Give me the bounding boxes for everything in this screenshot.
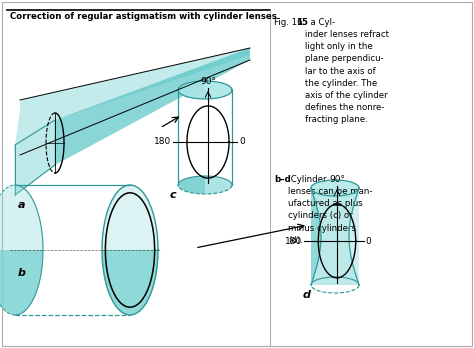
- Text: 180: 180: [154, 137, 171, 147]
- Text: Correction of regular astigmatism with cylinder lenses.: Correction of regular astigmatism with c…: [10, 12, 280, 21]
- Polygon shape: [311, 188, 359, 285]
- Text: Fig. 16.: Fig. 16.: [274, 18, 305, 27]
- Polygon shape: [349, 188, 359, 285]
- Polygon shape: [0, 250, 158, 315]
- Text: b: b: [18, 268, 26, 278]
- Text: 0: 0: [239, 137, 245, 147]
- Text: 90°: 90°: [329, 175, 345, 184]
- Text: 180: 180: [285, 237, 302, 245]
- Polygon shape: [15, 120, 55, 195]
- Text: c: c: [170, 190, 177, 200]
- Text: a: a: [18, 200, 26, 210]
- Polygon shape: [311, 180, 359, 196]
- Polygon shape: [178, 81, 232, 99]
- Text: 0: 0: [366, 237, 372, 245]
- Text: 90°: 90°: [200, 77, 216, 86]
- Text: b–d: b–d: [274, 175, 291, 184]
- Polygon shape: [0, 185, 43, 315]
- Text: d: d: [303, 290, 311, 300]
- Polygon shape: [0, 250, 158, 315]
- Polygon shape: [15, 48, 250, 145]
- Polygon shape: [178, 81, 205, 194]
- Text: Cylinder
lenses can be man-
ufactured as plus
cylinders (c) or
minus cylinders
(: Cylinder lenses can be man- ufactured as…: [288, 175, 373, 245]
- Polygon shape: [55, 48, 250, 165]
- Polygon shape: [311, 188, 321, 285]
- Polygon shape: [205, 81, 232, 194]
- Text: 15: 15: [296, 18, 308, 27]
- Polygon shape: [178, 176, 232, 194]
- Polygon shape: [102, 185, 158, 315]
- Text: a Cyl-
inder lenses refract
light only in the
plane perpendicu-
lar to the axis : a Cyl- inder lenses refract light only i…: [305, 18, 389, 124]
